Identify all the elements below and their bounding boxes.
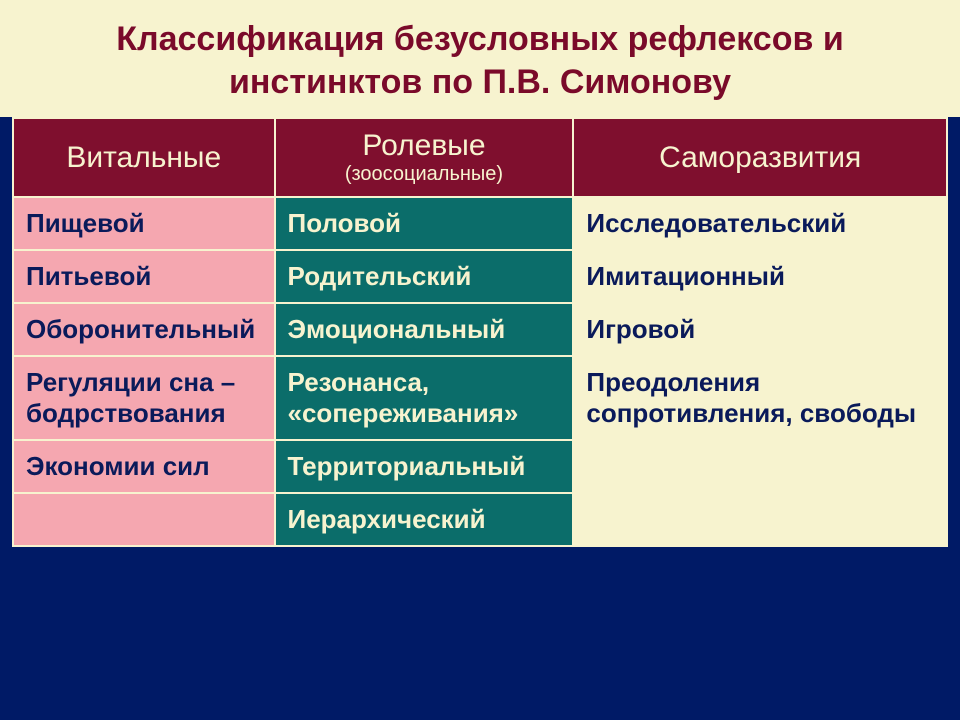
table-row: ПищевойПоловойИсследовательский [13,197,947,250]
cell-1-1: Родительский [275,250,574,303]
cell-4-1: Территориальный [275,440,574,493]
cell-0-2: Исследовательский [573,197,947,250]
slide-title: Классификация безусловных рефлексов и ин… [40,18,920,103]
cell-4-0: Экономии сил [13,440,275,493]
cell-1-0: Питьевой [13,250,275,303]
cell-2-0: Оборонительный [13,303,275,356]
table-body: ПищевойПоловойИсследовательскийПитьевойР… [13,197,947,546]
table-wrap: Витальные Ролевые (зоосоциальные) Самора… [0,117,960,547]
cell-0-1: Половой [275,197,574,250]
header-main-1: Ролевые [288,129,561,163]
header-cell-2: Саморазвития [573,118,947,197]
cell-5-1: Иерархический [275,493,574,546]
header-main-0: Витальные [26,141,262,175]
table-row: ПитьевойРодительскийИмитационный [13,250,947,303]
header-row: Витальные Ролевые (зоосоциальные) Самора… [13,118,947,197]
header-sub-1: (зоосоциальные) [288,163,561,186]
cell-1-2: Имитационный [573,250,947,303]
cell-4-2 [573,440,947,493]
header-cell-1: Ролевые (зоосоциальные) [275,118,574,197]
title-band: Классификация безусловных рефлексов и ин… [0,0,960,117]
table-row: Регуляции сна – бодрствованияРезонанса, … [13,356,947,440]
cell-2-2: Игровой [573,303,947,356]
classification-table: Витальные Ролевые (зоосоциальные) Самора… [12,117,948,547]
table-row: Экономии силТерриториальный [13,440,947,493]
header-cell-0: Витальные [13,118,275,197]
cell-2-1: Эмоциональный [275,303,574,356]
table-row: Иерархический [13,493,947,546]
cell-3-2: Преодоления сопротивления, свободы [573,356,947,440]
slide: Классификация безусловных рефлексов и ин… [0,0,960,720]
cell-3-1: Резонанса, «сопереживания» [275,356,574,440]
cell-0-0: Пищевой [13,197,275,250]
cell-3-0: Регуляции сна – бодрствования [13,356,275,440]
table-row: ОборонительныйЭмоциональныйИгровой [13,303,947,356]
header-main-2: Саморазвития [586,141,934,175]
cell-5-0 [13,493,275,546]
cell-5-2 [573,493,947,546]
